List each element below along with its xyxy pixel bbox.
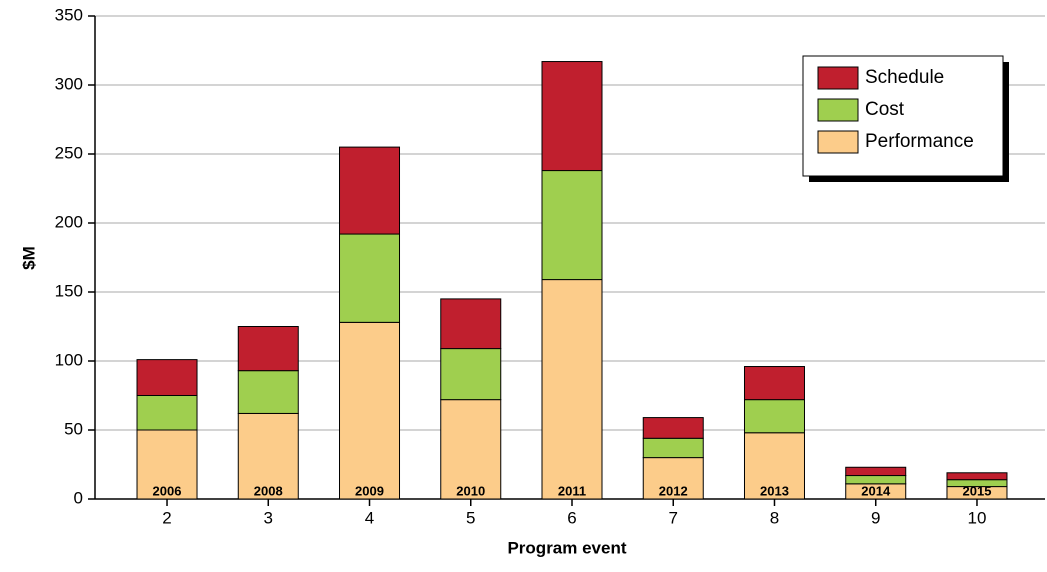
y-tick-label: 100 xyxy=(55,350,83,369)
bar-label: 2015 xyxy=(963,483,992,498)
y-tick-label: 200 xyxy=(55,212,83,231)
x-tick-label: 5 xyxy=(466,508,475,527)
legend-swatch xyxy=(817,66,859,90)
y-tick-label: 250 xyxy=(55,143,83,162)
bar-segment xyxy=(237,326,299,372)
bar-label: 2011 xyxy=(558,483,586,498)
bar-segment xyxy=(743,399,805,434)
bar-label: 2010 xyxy=(456,483,485,498)
legend-swatch xyxy=(817,98,859,122)
bar-segment xyxy=(642,437,704,459)
bar-label: 2014 xyxy=(861,483,891,498)
x-tick-label: 6 xyxy=(567,508,576,527)
bar-segment xyxy=(339,321,401,500)
bar-segment xyxy=(541,279,603,500)
bar-segment xyxy=(743,366,805,401)
y-axis-label: $M xyxy=(19,246,38,270)
bar-label: 2008 xyxy=(254,483,283,498)
legend-label: Schedule xyxy=(865,67,944,88)
bar-segment xyxy=(440,348,502,401)
bar-label: 2006 xyxy=(153,483,182,498)
x-tick-label: 4 xyxy=(365,508,374,527)
x-tick-label: 2 xyxy=(162,508,171,527)
bar-segment xyxy=(440,399,502,500)
bar-label: 2009 xyxy=(355,483,384,498)
bar-segment xyxy=(541,170,603,281)
bar-segment xyxy=(946,472,1008,481)
bar-segment xyxy=(136,395,198,431)
y-tick-label: 150 xyxy=(55,281,83,300)
legend-label: Cost xyxy=(865,99,905,120)
bar-segment xyxy=(440,298,502,350)
bar-segment xyxy=(339,146,401,235)
x-tick-label: 9 xyxy=(871,508,880,527)
legend-swatch xyxy=(817,130,859,154)
x-tick-label: 7 xyxy=(669,508,678,527)
bar-segment xyxy=(845,466,907,477)
y-tick-label: 0 xyxy=(74,488,83,507)
bar-segment xyxy=(339,233,401,323)
bar-segment xyxy=(743,432,805,500)
legend-label: Performance xyxy=(865,131,974,152)
y-tick-label: 350 xyxy=(55,5,83,24)
x-axis-label: Program event xyxy=(507,538,626,557)
x-tick-label: 8 xyxy=(770,508,779,527)
x-tick-label: 10 xyxy=(968,508,987,527)
bar-label: 2012 xyxy=(659,483,688,498)
bar-segment xyxy=(237,412,299,500)
bar-segment xyxy=(237,370,299,414)
y-tick-label: 50 xyxy=(64,419,83,438)
bar-segment xyxy=(642,417,704,439)
bar-segment xyxy=(136,359,198,396)
x-tick-label: 3 xyxy=(264,508,273,527)
bar-label: 2013 xyxy=(760,483,789,498)
bar-segment xyxy=(541,61,603,172)
y-tick-label: 300 xyxy=(55,74,83,93)
